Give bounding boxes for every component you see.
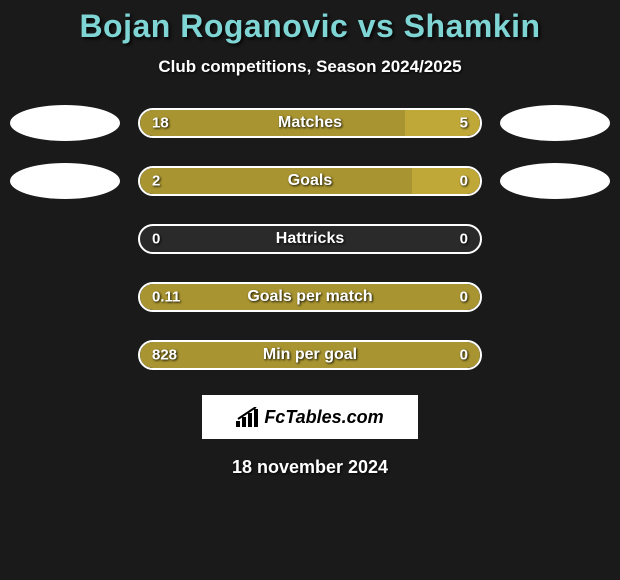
stat-label: Goals per match — [247, 288, 372, 306]
stat-label: Min per goal — [263, 346, 357, 364]
stat-row: 18 5 Matches — [0, 105, 620, 141]
stat-bar: 18 5 Matches — [138, 108, 482, 138]
bar-fill-left — [140, 110, 405, 136]
stat-value-left: 18 — [152, 115, 169, 132]
stat-bar: 0.11 0 Goals per match — [138, 282, 482, 312]
stat-row: 2 0 Goals — [0, 163, 620, 199]
bar-fill-left — [140, 168, 412, 194]
stat-value-right: 5 — [460, 115, 468, 132]
branding-badge: FcTables.com — [202, 395, 418, 439]
subtitle: Club competitions, Season 2024/2025 — [0, 57, 620, 77]
stat-value-left: 0.11 — [152, 289, 180, 306]
stat-row: 0.11 0 Goals per match — [0, 279, 620, 315]
date-label: 18 november 2024 — [0, 457, 620, 478]
comparison-infographic: Bojan Roganovic vs Shamkin Club competit… — [0, 0, 620, 478]
bar-fill-right — [405, 110, 480, 136]
stats-list: 18 5 Matches 2 0 Goals 0 0 Hattricks 0.11 0 Goals p… — [0, 105, 620, 373]
stat-value-left: 2 — [152, 173, 160, 190]
player-right-oval — [500, 163, 610, 199]
stat-value-right: 0 — [460, 289, 468, 306]
stat-row: 828 0 Min per goal — [0, 337, 620, 373]
stat-value-right: 0 — [460, 231, 468, 248]
stat-bar: 0 0 Hattricks — [138, 224, 482, 254]
stat-bar: 828 0 Min per goal — [138, 340, 482, 370]
stat-value-right: 0 — [460, 347, 468, 364]
bar-fill-right — [412, 168, 480, 194]
page-title: Bojan Roganovic vs Shamkin — [0, 8, 620, 45]
stat-row: 0 0 Hattricks — [0, 221, 620, 257]
stat-label: Matches — [278, 114, 342, 132]
player-left-oval — [10, 105, 120, 141]
stat-bar: 2 0 Goals — [138, 166, 482, 196]
player-left-oval — [10, 163, 120, 199]
stat-value-right: 0 — [460, 173, 468, 190]
stat-value-left: 0 — [152, 231, 160, 248]
stat-label: Hattricks — [276, 230, 344, 248]
stat-label: Goals — [288, 172, 332, 190]
chart-icon — [236, 407, 260, 427]
player-right-oval — [500, 105, 610, 141]
branding-text: FcTables.com — [264, 407, 383, 428]
stat-value-left: 828 — [152, 347, 177, 364]
